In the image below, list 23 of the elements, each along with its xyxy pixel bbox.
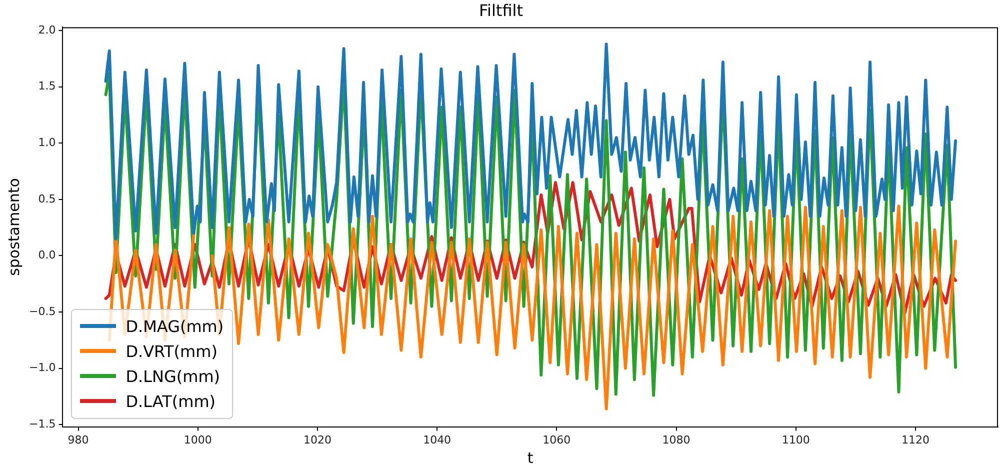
y-tick-label: 1.0 [38,136,56,149]
legend-label: D.VRT(mm) [126,342,218,361]
y-tick-label: 0.0 [38,248,56,262]
x-axis-title: t [527,448,534,467]
x-tick-label: 1060 [542,433,571,446]
y-tick-label: −0.5 [28,304,56,318]
x-tick-label: 1080 [662,433,690,446]
y-tick-label: −1.0 [28,361,56,374]
y-tick-label: 2.0 [38,23,56,36]
x-tick-label: 1100 [782,433,810,446]
x-tick-label: 980 [68,433,89,446]
legend-label: D.LAT(mm) [126,392,216,411]
y-axis-title: spostamento [4,178,23,276]
legend-label: D.MAG(mm) [126,316,224,336]
y-tick-label: 1.5 [38,80,56,93]
x-tick-label: 1040 [423,433,452,446]
y-tick-label: 0.5 [38,192,56,206]
legend-label: D.LNG(mm) [126,366,220,386]
chart-title: Filtfilt [479,0,523,20]
x-tick-label: 1120 [901,433,930,446]
x-tick-label: 1000 [184,433,212,446]
x-tick-label: 1020 [303,433,332,446]
y-tick-label: −1.5 [28,417,56,430]
